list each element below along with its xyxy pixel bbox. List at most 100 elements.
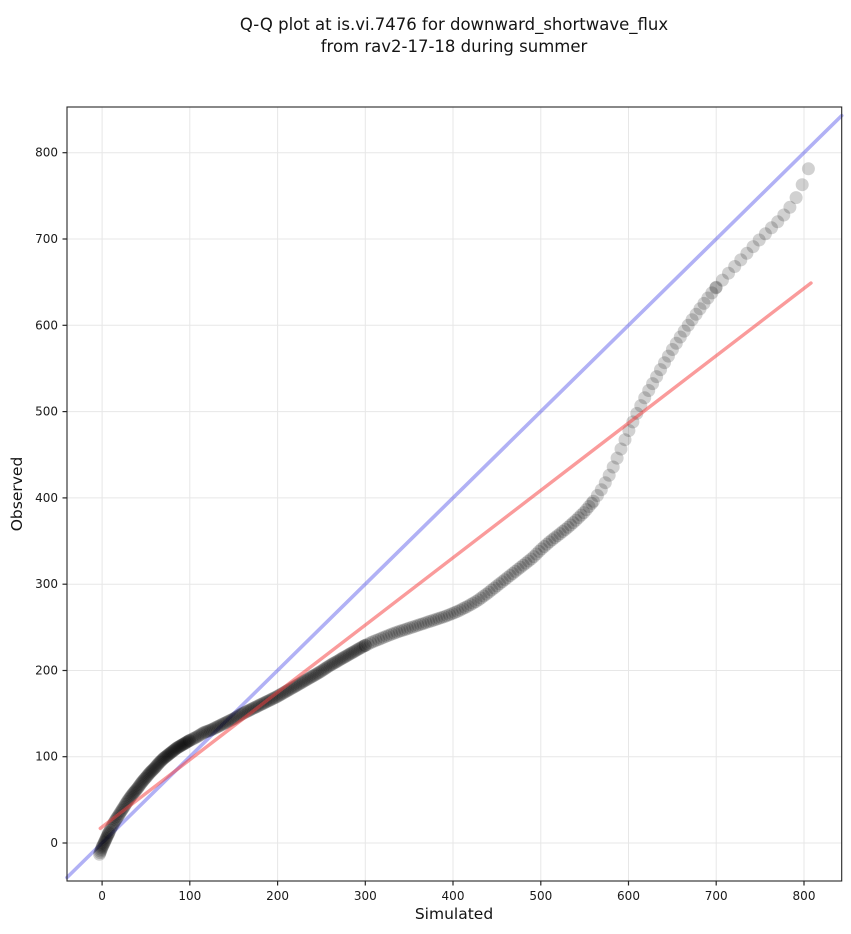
scatter-point bbox=[207, 722, 220, 736]
scatter-point bbox=[419, 616, 433, 630]
identity-line bbox=[65, 113, 844, 880]
scatter-point bbox=[558, 523, 572, 536]
scatter-point bbox=[374, 631, 388, 645]
scatter-point bbox=[553, 527, 567, 541]
scatter-point bbox=[350, 643, 364, 657]
scatter-point bbox=[186, 732, 200, 746]
scatter-point bbox=[443, 608, 456, 622]
scatter-point bbox=[160, 749, 174, 763]
scatter-point bbox=[221, 715, 235, 729]
scatter-point bbox=[561, 520, 575, 534]
scatter-point bbox=[142, 767, 156, 781]
scatter-point bbox=[93, 847, 106, 861]
scatter-point bbox=[408, 619, 422, 633]
scatter-point bbox=[117, 801, 131, 814]
scatter-point bbox=[152, 756, 166, 770]
scatter-point bbox=[342, 647, 356, 661]
scatter-point bbox=[104, 821, 118, 835]
scatter-point bbox=[709, 280, 723, 294]
scatter-point bbox=[145, 764, 159, 778]
scatter-point bbox=[125, 788, 139, 802]
scatter-point bbox=[336, 651, 350, 665]
scatter-point bbox=[328, 656, 342, 669]
scatter-point bbox=[765, 221, 778, 235]
scatter-point bbox=[472, 593, 485, 607]
scatter-point bbox=[681, 318, 695, 332]
x-tick-label: 300 bbox=[354, 889, 377, 903]
scatter-point bbox=[540, 537, 554, 551]
scatter-point bbox=[159, 750, 173, 763]
scatter-point bbox=[508, 564, 522, 578]
scatter-point bbox=[188, 731, 202, 745]
scatter-point bbox=[298, 674, 312, 687]
scatter-point bbox=[665, 343, 679, 356]
scatter-point bbox=[715, 273, 729, 287]
scatter-point bbox=[292, 677, 306, 691]
scatter-point bbox=[618, 433, 632, 447]
scatter-point bbox=[746, 240, 760, 254]
scatter-point bbox=[537, 540, 551, 553]
scatter-point bbox=[411, 618, 425, 632]
scatter-point bbox=[771, 215, 785, 229]
scatter-point bbox=[176, 737, 190, 751]
scatter-point bbox=[213, 719, 227, 733]
y-tick-label: 800 bbox=[35, 146, 58, 160]
scatter-point bbox=[327, 656, 340, 670]
scatter-point bbox=[127, 785, 141, 799]
scatter-point bbox=[585, 496, 599, 510]
scatter-point bbox=[461, 599, 475, 613]
scatter-point bbox=[208, 721, 222, 735]
scatter-point bbox=[390, 625, 404, 639]
scatter-point bbox=[224, 713, 238, 727]
scatter-point bbox=[440, 609, 454, 623]
scatter-point bbox=[586, 494, 600, 508]
scatter-point bbox=[610, 451, 624, 465]
scatter-point bbox=[361, 637, 375, 651]
scatter-point bbox=[155, 753, 169, 767]
scatter-point bbox=[346, 646, 359, 659]
scatter-point bbox=[309, 667, 323, 681]
x-tick-label: 700 bbox=[705, 889, 728, 903]
scatter-point bbox=[137, 773, 151, 787]
scatter-point bbox=[783, 200, 797, 214]
scatter-point bbox=[150, 758, 164, 772]
scatter-point bbox=[661, 349, 675, 363]
scatter-point bbox=[322, 659, 336, 673]
scatter-point bbox=[100, 830, 114, 844]
tick-labels: 0 100 200 300 400 500 600 700 800 0 100 200 300 400 50… bbox=[35, 146, 815, 903]
scatter-point bbox=[194, 727, 208, 741]
scatter-point bbox=[400, 622, 414, 636]
scatter-point bbox=[167, 743, 181, 757]
x-axis-label: Simulated bbox=[415, 905, 493, 923]
scatter-point bbox=[316, 663, 329, 677]
scatter-point bbox=[485, 583, 499, 597]
scatter-point bbox=[642, 384, 656, 397]
scatter-point bbox=[353, 641, 367, 655]
scatter-point bbox=[222, 714, 236, 728]
scatter-point bbox=[416, 617, 430, 631]
scatter-point bbox=[97, 835, 111, 849]
scatter-point bbox=[577, 506, 591, 520]
scatter-point bbox=[464, 598, 478, 612]
scatter-point bbox=[333, 653, 347, 667]
scatter-point bbox=[148, 760, 162, 774]
scatter-point bbox=[94, 842, 108, 856]
scatter-point bbox=[495, 575, 509, 589]
scatter-point bbox=[349, 644, 363, 658]
scatter-point bbox=[482, 585, 496, 599]
scatter-point bbox=[355, 640, 369, 654]
scatter-point bbox=[357, 639, 370, 653]
chart-title-line1: Q-Q plot at is.vi.7476 for downward_shor… bbox=[240, 15, 668, 35]
scatter-point bbox=[339, 649, 353, 663]
scatter-point bbox=[427, 613, 441, 627]
scatter-point bbox=[128, 784, 142, 798]
scatter-point bbox=[535, 542, 549, 556]
scatter-point bbox=[101, 827, 115, 841]
scatter-point bbox=[338, 650, 352, 664]
scatter-point bbox=[293, 676, 307, 690]
scatter-point bbox=[317, 662, 331, 676]
fit-line bbox=[98, 281, 813, 831]
scatter-point bbox=[103, 823, 117, 837]
scatter-point bbox=[174, 739, 187, 753]
scatter-point bbox=[673, 330, 687, 344]
